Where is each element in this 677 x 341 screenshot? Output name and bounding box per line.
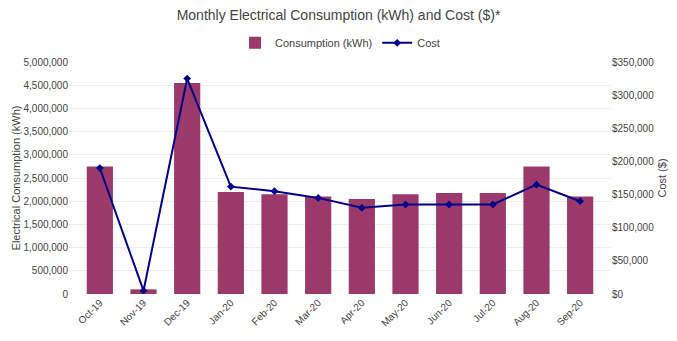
svg-text:3,000,000: 3,000,000 <box>24 149 69 160</box>
svg-text:3,500,000: 3,500,000 <box>24 126 69 137</box>
svg-text:Sep-20: Sep-20 <box>555 297 586 328</box>
svg-text:Aug-20: Aug-20 <box>511 297 542 328</box>
svg-text:4,500,000: 4,500,000 <box>24 80 69 91</box>
svg-text:Feb-20: Feb-20 <box>249 297 279 327</box>
svg-text:2,500,000: 2,500,000 <box>24 173 69 184</box>
svg-text:Mar-20: Mar-20 <box>293 297 323 327</box>
svg-text:Cost ($): Cost ($) <box>656 158 668 197</box>
svg-text:Jul-20: Jul-20 <box>471 297 498 324</box>
svg-text:$300,000: $300,000 <box>612 90 654 101</box>
svg-text:May-20: May-20 <box>379 297 411 329</box>
svg-text:$0: $0 <box>612 289 624 300</box>
svg-text:Jan-20: Jan-20 <box>206 297 236 327</box>
svg-text:$350,000: $350,000 <box>612 57 654 68</box>
svg-text:Oct-19: Oct-19 <box>76 297 105 326</box>
svg-text:$100,000: $100,000 <box>612 222 654 233</box>
svg-text:Monthly Electrical Consumption: Monthly Electrical Consumption (kWh) and… <box>177 7 501 23</box>
svg-text:1,500,000: 1,500,000 <box>24 219 69 230</box>
svg-text:Dec-19: Dec-19 <box>162 297 193 328</box>
svg-text:Nov-19: Nov-19 <box>118 297 149 328</box>
svg-text:Jun-20: Jun-20 <box>425 297 455 327</box>
svg-text:Electrical Consumption (kWh): Electrical Consumption (kWh) <box>10 106 22 251</box>
svg-text:500,000: 500,000 <box>32 265 69 276</box>
svg-text:Apr-20: Apr-20 <box>338 297 367 326</box>
svg-text:Cost: Cost <box>417 37 440 49</box>
svg-text:5,000,000: 5,000,000 <box>24 57 69 68</box>
svg-text:$150,000: $150,000 <box>612 189 654 200</box>
svg-text:4,000,000: 4,000,000 <box>24 103 69 114</box>
svg-text:$250,000: $250,000 <box>612 123 654 134</box>
svg-text:2,000,000: 2,000,000 <box>24 196 69 207</box>
svg-text:$200,000: $200,000 <box>612 156 654 167</box>
svg-text:Consumption (kWh): Consumption (kWh) <box>275 37 372 49</box>
svg-text:$50,000: $50,000 <box>612 255 649 266</box>
svg-text:0: 0 <box>62 289 68 300</box>
svg-text:1,000,000: 1,000,000 <box>24 242 69 253</box>
